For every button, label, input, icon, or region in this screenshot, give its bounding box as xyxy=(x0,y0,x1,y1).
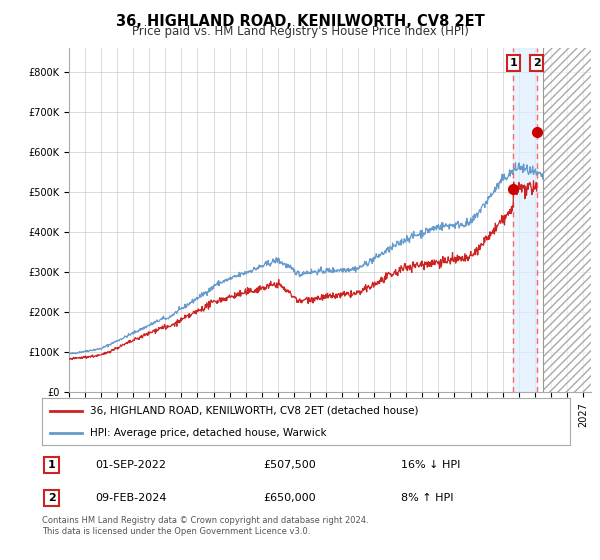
Text: 8% ↑ HPI: 8% ↑ HPI xyxy=(401,493,454,503)
Text: £507,500: £507,500 xyxy=(264,460,317,470)
Text: 01-SEP-2022: 01-SEP-2022 xyxy=(95,460,166,470)
Text: 09-FEB-2024: 09-FEB-2024 xyxy=(95,493,166,503)
Text: Contains HM Land Registry data © Crown copyright and database right 2024.
This d: Contains HM Land Registry data © Crown c… xyxy=(42,516,368,536)
Bar xyxy=(514,48,537,392)
Bar xyxy=(543,31,591,392)
Text: 16% ↓ HPI: 16% ↓ HPI xyxy=(401,460,460,470)
Text: 2: 2 xyxy=(533,58,541,68)
Text: 1: 1 xyxy=(47,460,55,470)
Text: 36, HIGHLAND ROAD, KENILWORTH, CV8 2ET (detached house): 36, HIGHLAND ROAD, KENILWORTH, CV8 2ET (… xyxy=(89,406,418,416)
Text: Price paid vs. HM Land Registry's House Price Index (HPI): Price paid vs. HM Land Registry's House … xyxy=(131,25,469,38)
Text: 2: 2 xyxy=(47,493,55,503)
Bar xyxy=(543,48,591,392)
Text: HPI: Average price, detached house, Warwick: HPI: Average price, detached house, Warw… xyxy=(89,428,326,438)
Text: 36, HIGHLAND ROAD, KENILWORTH, CV8 2ET: 36, HIGHLAND ROAD, KENILWORTH, CV8 2ET xyxy=(116,14,484,29)
Text: 1: 1 xyxy=(509,58,517,68)
Text: £650,000: £650,000 xyxy=(264,493,316,503)
